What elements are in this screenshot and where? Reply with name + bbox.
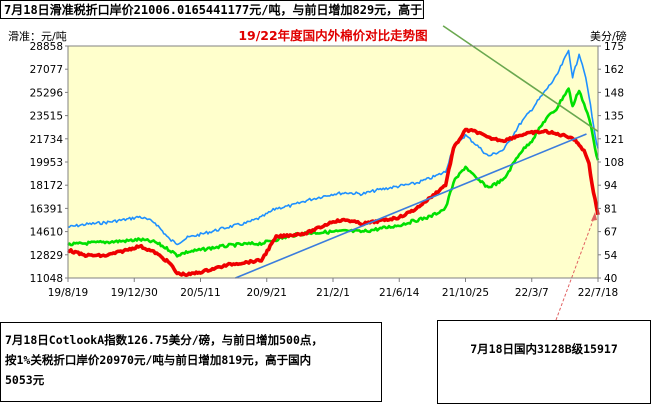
trendline-group: [235, 25, 599, 279]
right-tick-label: 108: [604, 157, 624, 169]
right-tick-label: 148: [604, 87, 624, 99]
right-tick-label: 121: [604, 134, 624, 146]
right-tick-label: 135: [604, 111, 624, 123]
left-tick-label: 25296: [30, 87, 64, 99]
cotlook-note-line: 7月18日CotlookA指数126.75美分/磅，与前日增加500点，: [5, 333, 323, 347]
left-tick-label: 12829: [30, 250, 63, 262]
domestic-price-note: 7月18日国内3128B级15917: [437, 320, 651, 404]
series-line: [67, 127, 600, 278]
x-tick-label: 19/8/19: [48, 287, 88, 299]
left-tick-label: 27077: [30, 64, 63, 76]
annotation-arrow: [555, 214, 596, 321]
x-tick-label: 20/5/11: [180, 287, 220, 299]
x-tick-label: 20/9/21: [247, 287, 287, 299]
right-tick-label: 40: [604, 273, 617, 285]
left-tick-label: 28858: [30, 41, 63, 53]
x-tick-label: 21/6/14: [379, 287, 420, 299]
headline-banner: 7月18日滑准税折口岸价21006.0165441177元/吨，与前日增加829…: [0, 0, 424, 19]
left-tick-label: 19953: [30, 157, 63, 169]
chart-title: 19/22年度国内外棉价对比走势图: [238, 28, 427, 43]
trendline: [235, 133, 587, 279]
plot-frame: [67, 45, 599, 279]
right-tick-label: 175: [604, 41, 624, 53]
series-line: [67, 87, 600, 258]
right-axis: 175 162 148 135 121 108 94 81 67 54 40: [598, 41, 624, 285]
left-axis: 28858 27077 25296 23515 21734 19953 18172 16391…: [30, 41, 68, 285]
left-axis-unit: 滑准：元/吨: [8, 30, 67, 43]
right-axis-unit: 美分/磅: [590, 29, 627, 43]
right-tick-label: 94: [604, 180, 618, 192]
right-tick-label: 67: [604, 227, 617, 239]
x-tick-label: 22/7/18: [578, 287, 618, 299]
annotation-arrowhead: [591, 212, 597, 221]
cotlook-note-line: 5053元: [5, 373, 45, 387]
left-tick-label: 16391: [30, 203, 63, 215]
x-tick-label: 21/2/1: [316, 287, 350, 299]
x-axis: 19/8/19 19/12/30 20/5/11 20/9/21 21/2/1 21/6/…: [48, 278, 618, 299]
plot-area-bg: [68, 46, 598, 278]
x-tick-label: 19/12/30: [111, 287, 158, 299]
left-tick-label: 14610: [30, 227, 63, 239]
right-tick-label: 81: [604, 203, 617, 215]
left-tick-label: 18172: [30, 180, 63, 192]
trendline: [442, 25, 599, 133]
x-tick-label: 22/3/7: [515, 287, 549, 299]
cotlook-note: 7月18日CotlookA指数126.75美分/磅，与前日增加500点， 按1%…: [0, 322, 382, 402]
left-tick-label: 23515: [30, 111, 63, 123]
series-group: [67, 49, 600, 278]
cotlook-note-line: 按1%关税折口岸价20970元/吨与前日增加819元，高于国内: [5, 353, 312, 367]
x-tick-label: 21/10/25: [442, 287, 489, 299]
right-tick-label: 54: [604, 250, 618, 262]
right-tick-label: 162: [604, 64, 624, 76]
left-tick-label: 11048: [30, 273, 63, 285]
left-tick-label: 21734: [30, 134, 64, 146]
